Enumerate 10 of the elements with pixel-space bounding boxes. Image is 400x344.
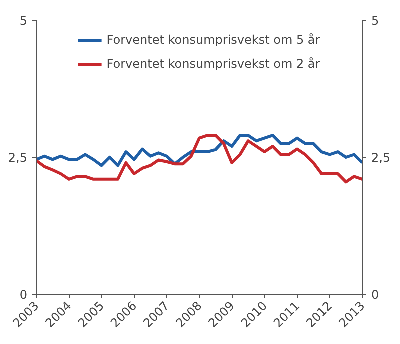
line-series [36,134,362,168]
y2-tick-label: 0 [372,288,380,302]
line-series [36,134,362,184]
y2-tick-label: 5 [372,14,380,28]
y2-tick-label: 2,5 [372,151,391,165]
y-tick-label: 0 [20,288,28,302]
y-tick-label: 2,5 [8,151,28,165]
legend-label: Forventet konsumprisvekst om 2 år [106,57,320,71]
y-tick-label: 5 [20,14,28,28]
legend-label: Forventet konsumprisvekst om 5 år [106,33,320,47]
